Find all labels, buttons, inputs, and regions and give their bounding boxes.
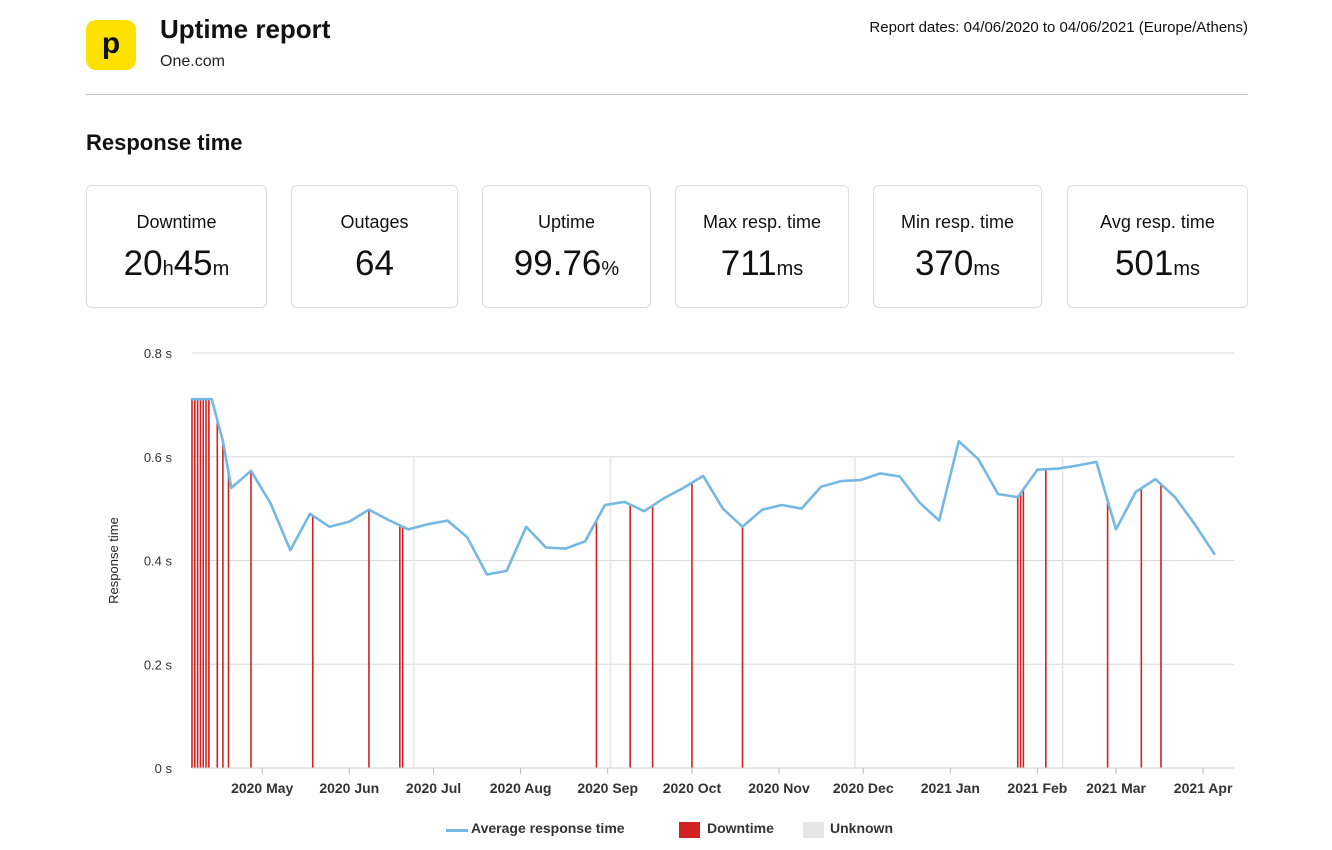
stat-number: 45 — [173, 244, 213, 283]
y-axis-label: Response time — [106, 517, 121, 604]
stat-number: 370 — [914, 244, 974, 283]
legend-item-downtime[interactable]: Downtime — [679, 820, 789, 840]
stat-label: Avg resp. time — [1100, 212, 1215, 232]
stat-label: Uptime — [537, 212, 595, 232]
y-tick-label: 0 s — [155, 761, 173, 776]
stat-label: Outages — [340, 212, 409, 232]
stat-unit: m — [212, 258, 230, 280]
page-title: Uptime report — [160, 14, 331, 44]
x-tick-label: 2020 Dec — [833, 780, 894, 796]
stat-number: 64 — [355, 244, 394, 283]
y-tick-label: 0.4 s — [144, 554, 173, 569]
y-tick-label: 0.8 s — [144, 346, 173, 361]
legend-swatch-icon — [679, 822, 700, 838]
legend-item-average[interactable]: Average response time — [446, 820, 646, 840]
stat-number: 501 — [1114, 244, 1174, 283]
stat-card-downtime: Downtime 20h45m — [86, 185, 267, 308]
x-tick-label: 2020 Jul — [406, 780, 461, 796]
stat-value: 20h45m — [87, 244, 266, 284]
section-title: Response time — [86, 130, 243, 155]
stat-value: 64 — [292, 244, 457, 284]
stat-unit: ms — [1173, 258, 1201, 280]
stat-label: Downtime — [136, 212, 217, 232]
legend-label: Downtime — [707, 820, 774, 836]
x-tick-label: 2021 Mar — [1086, 780, 1146, 796]
header-divider — [86, 94, 1248, 95]
site-name: One.com — [160, 53, 225, 70]
x-tick-label: 2020 Sep — [577, 780, 638, 796]
legend-swatch-icon — [803, 822, 824, 838]
x-tick-label: 2020 Aug — [490, 780, 552, 796]
stat-card-outages: Outages 64 — [291, 185, 458, 308]
logo-letter: p — [101, 27, 121, 60]
brand-logo: p — [86, 20, 136, 70]
stat-number: 20 — [123, 244, 163, 283]
stat-value: 711ms — [676, 244, 848, 284]
x-tick-label: 2020 Oct — [663, 780, 722, 796]
stat-card-max-resp: Max resp. time 711ms — [675, 185, 849, 308]
stat-unit: h — [162, 258, 174, 280]
x-tick-label: 2021 Jan — [921, 780, 980, 796]
stat-value: 370ms — [874, 244, 1041, 284]
y-tick-label: 0.2 s — [144, 657, 173, 672]
stat-label: Min resp. time — [900, 212, 1015, 232]
legend-item-unknown[interactable]: Unknown — [803, 820, 913, 840]
stat-label: Max resp. time — [702, 212, 822, 232]
stat-card-min-resp: Min resp. time 370ms — [873, 185, 1042, 308]
legend-line-icon — [446, 829, 468, 832]
stat-value: 99.76% — [483, 244, 650, 284]
response-time-chart: 0 s 0.2 s 0.4 s 0.6 s 0.8 s Response time 2020… — [106, 346, 1234, 796]
stat-card-uptime: Uptime 99.76% — [482, 185, 651, 308]
y-tick-label: 0.6 s — [144, 450, 173, 465]
stat-number: 99.76 — [513, 244, 602, 283]
stat-unit: ms — [776, 258, 804, 280]
stat-number: 711 — [720, 244, 777, 283]
stat-card-avg-resp: Avg resp. time 501ms — [1067, 185, 1248, 308]
x-tick-label: 2020 Jun — [319, 780, 379, 796]
legend-label: Unknown — [830, 820, 893, 836]
stat-unit: ms — [973, 258, 1001, 280]
series-line-average-response — [190, 397, 1216, 576]
x-tick-label: 2021 Feb — [1007, 780, 1067, 796]
report-dates: Report dates: 04/06/2020 to 04/06/2021 (… — [869, 19, 1248, 36]
x-tick-label: 2020 Nov — [748, 780, 810, 796]
stat-value: 501ms — [1068, 244, 1247, 284]
legend-label: Average response time — [471, 820, 625, 836]
stat-unit: % — [601, 258, 620, 280]
x-tick-label: 2020 May — [231, 780, 293, 796]
x-tick-label: 2021 Apr — [1174, 780, 1233, 796]
